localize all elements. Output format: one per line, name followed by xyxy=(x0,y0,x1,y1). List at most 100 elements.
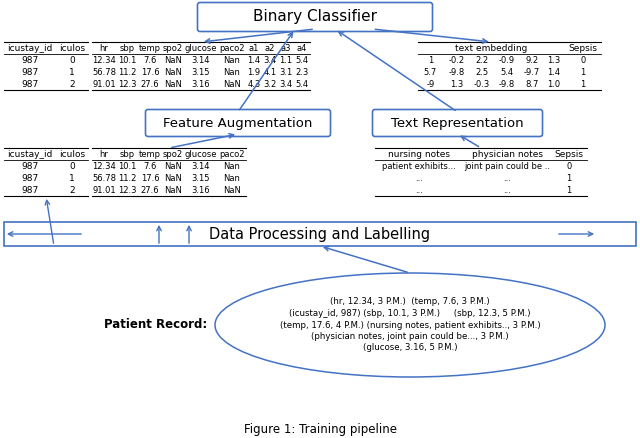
Text: 3.1: 3.1 xyxy=(280,68,292,77)
Text: Patient Record:: Patient Record: xyxy=(104,318,207,332)
Text: spo2: spo2 xyxy=(163,150,183,159)
Text: Sepsis: Sepsis xyxy=(568,44,598,53)
Text: glucose: glucose xyxy=(185,44,217,53)
Text: 3.4: 3.4 xyxy=(264,56,276,65)
Text: 0: 0 xyxy=(580,56,586,65)
Text: 4.3: 4.3 xyxy=(248,80,260,89)
Text: 17.6: 17.6 xyxy=(141,68,159,77)
Text: patient exhibits...: patient exhibits... xyxy=(382,162,456,171)
Text: NaN: NaN xyxy=(223,80,241,89)
Text: 1.1: 1.1 xyxy=(280,56,292,65)
Text: 3.4: 3.4 xyxy=(280,80,292,89)
Text: 10.1: 10.1 xyxy=(118,162,136,171)
Text: ...: ... xyxy=(415,174,423,183)
Text: sbp: sbp xyxy=(120,44,134,53)
Text: 7.6: 7.6 xyxy=(143,162,157,171)
Text: 91.01: 91.01 xyxy=(92,186,116,195)
Text: -0.2: -0.2 xyxy=(449,56,465,65)
Text: Data Processing and Labelling: Data Processing and Labelling xyxy=(209,226,431,241)
Text: 1: 1 xyxy=(428,56,433,65)
Text: 56.78: 56.78 xyxy=(92,68,116,77)
Text: 3.15: 3.15 xyxy=(192,174,211,183)
Text: 12.34: 12.34 xyxy=(92,56,116,65)
Text: 11.2: 11.2 xyxy=(118,68,136,77)
Text: Nan: Nan xyxy=(223,162,241,171)
Text: 3.2: 3.2 xyxy=(264,80,276,89)
Text: a2: a2 xyxy=(265,44,275,53)
Text: 1: 1 xyxy=(69,68,75,77)
Text: temp: temp xyxy=(139,44,161,53)
Text: Feature Augmentation: Feature Augmentation xyxy=(163,117,313,130)
Text: NaN: NaN xyxy=(223,186,241,195)
Text: Sepsis: Sepsis xyxy=(554,150,584,159)
FancyBboxPatch shape xyxy=(198,3,433,32)
Text: (hr, 12.34, 3 P.M.)  (temp, 7.6, 3 P.M.): (hr, 12.34, 3 P.M.) (temp, 7.6, 3 P.M.) xyxy=(330,297,490,307)
Text: 3.16: 3.16 xyxy=(192,80,211,89)
Text: Nan: Nan xyxy=(223,56,241,65)
Text: 987: 987 xyxy=(21,186,38,195)
Text: 0: 0 xyxy=(69,162,75,171)
Text: 5.4: 5.4 xyxy=(500,68,513,77)
Text: Nan: Nan xyxy=(223,68,241,77)
Text: 12.34: 12.34 xyxy=(92,162,116,171)
Text: -9.8: -9.8 xyxy=(449,68,465,77)
Text: 91.01: 91.01 xyxy=(92,80,116,89)
Text: Nan: Nan xyxy=(223,174,241,183)
Text: ...: ... xyxy=(503,174,511,183)
FancyBboxPatch shape xyxy=(372,110,543,137)
Text: (temp, 17.6, 4 P.M.) (nursing notes, patient exhibits.., 3 P.M.): (temp, 17.6, 4 P.M.) (nursing notes, pat… xyxy=(280,321,540,329)
Text: 987: 987 xyxy=(21,56,38,65)
Text: a1: a1 xyxy=(249,44,259,53)
Text: -9.8: -9.8 xyxy=(499,80,515,89)
Text: glucose: glucose xyxy=(185,150,217,159)
Text: -0.3: -0.3 xyxy=(474,80,490,89)
Text: a4: a4 xyxy=(297,44,307,53)
Text: (glucose, 3.16, 5 P.M.): (glucose, 3.16, 5 P.M.) xyxy=(363,343,457,353)
Text: spo2: spo2 xyxy=(163,44,183,53)
Text: 987: 987 xyxy=(21,80,38,89)
Text: physician notes: physician notes xyxy=(472,150,543,159)
Text: 1: 1 xyxy=(566,174,572,183)
Text: NaN: NaN xyxy=(164,80,182,89)
Text: hr: hr xyxy=(100,150,108,159)
Text: Figure 1: Training pipeline: Figure 1: Training pipeline xyxy=(243,424,397,437)
Text: 5.4: 5.4 xyxy=(296,56,308,65)
Text: 5.4: 5.4 xyxy=(296,80,308,89)
Text: 3.14: 3.14 xyxy=(192,162,211,171)
Text: 9.2: 9.2 xyxy=(525,56,539,65)
Text: 17.6: 17.6 xyxy=(141,174,159,183)
Text: 2.2: 2.2 xyxy=(476,56,488,65)
Text: hr: hr xyxy=(100,44,108,53)
Text: 1.9: 1.9 xyxy=(248,68,260,77)
FancyBboxPatch shape xyxy=(145,110,330,137)
Text: (physician notes, joint pain could be..., 3 P.M.): (physician notes, joint pain could be...… xyxy=(311,332,509,341)
Text: temp: temp xyxy=(139,150,161,159)
Text: NaN: NaN xyxy=(164,174,182,183)
Text: sbp: sbp xyxy=(120,150,134,159)
Text: 3.14: 3.14 xyxy=(192,56,211,65)
Text: iculos: iculos xyxy=(59,150,85,159)
Text: 12.3: 12.3 xyxy=(118,80,136,89)
Text: 1: 1 xyxy=(69,174,75,183)
Text: 2.5: 2.5 xyxy=(476,68,488,77)
Text: 987: 987 xyxy=(21,174,38,183)
Text: ...: ... xyxy=(415,186,423,195)
Text: NaN: NaN xyxy=(164,56,182,65)
Text: 3.15: 3.15 xyxy=(192,68,211,77)
Text: 0: 0 xyxy=(566,162,572,171)
Text: Binary Classifier: Binary Classifier xyxy=(253,10,377,25)
Text: 3.16: 3.16 xyxy=(192,186,211,195)
Text: 987: 987 xyxy=(21,68,38,77)
Text: 1: 1 xyxy=(566,186,572,195)
Text: 27.6: 27.6 xyxy=(141,80,159,89)
Text: joint pain could be ..: joint pain could be .. xyxy=(464,162,550,171)
Text: 4.1: 4.1 xyxy=(264,68,276,77)
Text: 2.3: 2.3 xyxy=(296,68,308,77)
Text: Text Representation: Text Representation xyxy=(391,117,524,130)
Text: NaN: NaN xyxy=(164,186,182,195)
Text: 1.3: 1.3 xyxy=(547,56,561,65)
Text: 1.3: 1.3 xyxy=(451,80,463,89)
Text: iculos: iculos xyxy=(59,44,85,53)
Text: 56.78: 56.78 xyxy=(92,174,116,183)
Text: -0.9: -0.9 xyxy=(499,56,515,65)
